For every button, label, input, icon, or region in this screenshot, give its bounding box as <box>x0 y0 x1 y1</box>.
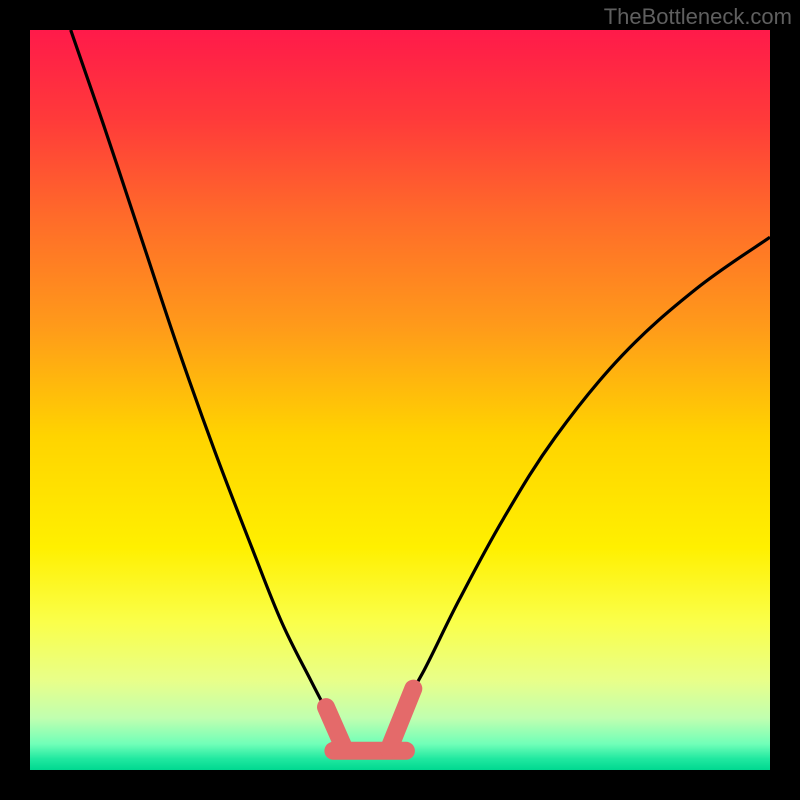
watermark-text: TheBottleneck.com <box>604 4 792 30</box>
canvas: TheBottleneck.com <box>0 0 800 800</box>
right-curve <box>396 237 770 717</box>
left-curve <box>71 30 330 717</box>
plot-area <box>30 30 770 770</box>
chart-svg <box>30 30 770 770</box>
highlight-segment-2 <box>389 689 413 750</box>
